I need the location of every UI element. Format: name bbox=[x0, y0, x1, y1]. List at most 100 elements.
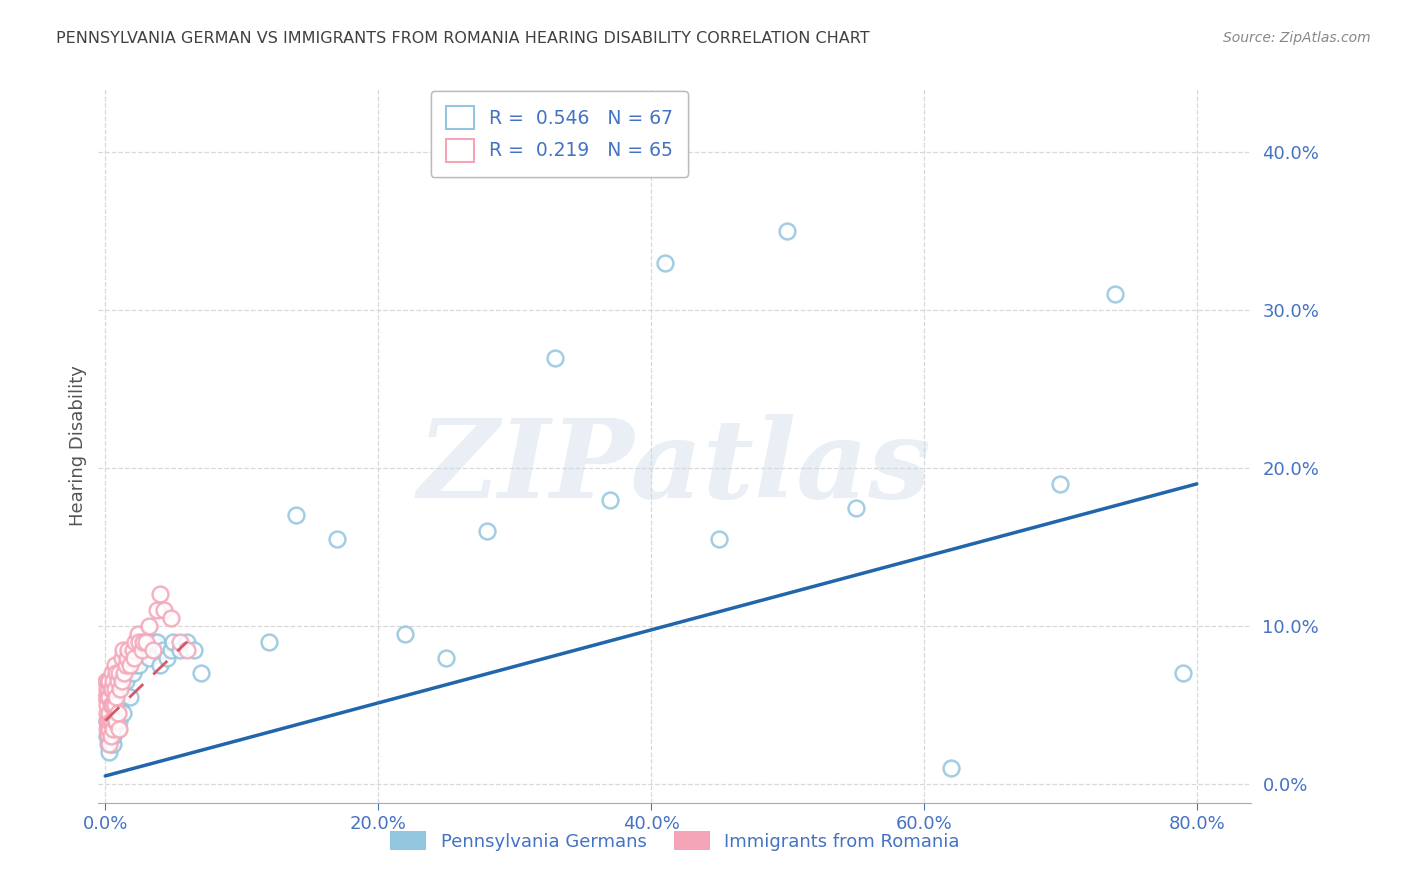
Point bbox=[97, 738, 120, 752]
Point bbox=[101, 714, 124, 728]
Legend: Pennsylvania Germans, Immigrants from Romania: Pennsylvania Germans, Immigrants from Ro… bbox=[375, 817, 974, 865]
Point bbox=[98, 738, 121, 752]
Point bbox=[114, 666, 136, 681]
Point bbox=[94, 690, 117, 704]
Point bbox=[326, 532, 349, 546]
Point bbox=[105, 698, 128, 712]
Point bbox=[100, 682, 122, 697]
Point bbox=[97, 690, 120, 704]
Point bbox=[98, 706, 121, 720]
Point bbox=[101, 722, 124, 736]
Point bbox=[162, 634, 184, 648]
Point bbox=[96, 714, 118, 728]
Point bbox=[142, 642, 165, 657]
Point bbox=[105, 666, 128, 681]
Point bbox=[149, 587, 172, 601]
Point bbox=[128, 658, 150, 673]
Point bbox=[104, 658, 127, 673]
Point bbox=[845, 500, 868, 515]
Point bbox=[112, 666, 135, 681]
Text: Source: ZipAtlas.com: Source: ZipAtlas.com bbox=[1223, 31, 1371, 45]
Point bbox=[107, 722, 129, 736]
Point bbox=[100, 730, 122, 744]
Point bbox=[285, 508, 308, 523]
Point bbox=[98, 690, 121, 704]
Point bbox=[104, 722, 127, 736]
Point bbox=[97, 682, 120, 697]
Point bbox=[142, 634, 165, 648]
Point bbox=[118, 690, 141, 704]
Point bbox=[97, 730, 120, 744]
Point bbox=[107, 706, 129, 720]
Point bbox=[941, 761, 963, 775]
Point bbox=[121, 650, 143, 665]
Point bbox=[107, 674, 129, 689]
Point bbox=[98, 745, 121, 759]
Point bbox=[127, 627, 149, 641]
Point bbox=[98, 674, 121, 689]
Point bbox=[104, 698, 127, 712]
Point bbox=[131, 634, 153, 648]
Point bbox=[434, 650, 457, 665]
Text: PENNSYLVANIA GERMAN VS IMMIGRANTS FROM ROMANIA HEARING DISABILITY CORRELATION CH: PENNSYLVANIA GERMAN VS IMMIGRANTS FROM R… bbox=[56, 31, 870, 46]
Point bbox=[599, 492, 621, 507]
Point bbox=[101, 698, 124, 712]
Point bbox=[183, 642, 205, 657]
Point bbox=[108, 722, 131, 736]
Point bbox=[121, 642, 143, 657]
Point bbox=[97, 714, 120, 728]
Point bbox=[111, 642, 134, 657]
Point bbox=[100, 714, 122, 728]
Point bbox=[138, 650, 160, 665]
Point bbox=[169, 642, 191, 657]
Point bbox=[98, 730, 121, 744]
Point bbox=[96, 722, 118, 736]
Point bbox=[103, 730, 125, 744]
Point bbox=[96, 682, 118, 697]
Point bbox=[159, 642, 181, 657]
Point bbox=[100, 730, 122, 744]
Point bbox=[100, 738, 122, 752]
Point bbox=[122, 650, 145, 665]
Point bbox=[97, 674, 120, 689]
Point bbox=[117, 658, 139, 673]
Point bbox=[105, 706, 128, 720]
Point bbox=[156, 650, 179, 665]
Point bbox=[108, 666, 131, 681]
Point bbox=[117, 642, 139, 657]
Point bbox=[169, 634, 191, 648]
Point bbox=[98, 714, 121, 728]
Point bbox=[135, 642, 157, 657]
Point bbox=[98, 722, 121, 736]
Point bbox=[110, 682, 132, 697]
Point bbox=[100, 714, 122, 728]
Point bbox=[544, 351, 567, 365]
Point bbox=[103, 674, 125, 689]
Legend: R =  0.546   N = 67, R =  0.219   N = 65: R = 0.546 N = 67, R = 0.219 N = 65 bbox=[430, 92, 688, 177]
Point bbox=[124, 658, 146, 673]
Point bbox=[110, 650, 132, 665]
Point bbox=[110, 690, 132, 704]
Point bbox=[97, 717, 120, 731]
Point bbox=[118, 658, 141, 673]
Point bbox=[115, 650, 138, 665]
Point bbox=[114, 674, 136, 689]
Point bbox=[128, 642, 150, 657]
Point bbox=[776, 224, 799, 238]
Point bbox=[477, 524, 499, 539]
Point bbox=[146, 603, 169, 617]
Point bbox=[124, 634, 146, 648]
Point bbox=[103, 738, 125, 752]
Point bbox=[96, 730, 118, 744]
Point bbox=[394, 627, 416, 641]
Point bbox=[104, 682, 127, 697]
Point bbox=[108, 714, 131, 728]
Point bbox=[149, 658, 172, 673]
Point bbox=[105, 690, 128, 704]
Point bbox=[101, 714, 124, 728]
Point bbox=[98, 722, 121, 736]
Point bbox=[101, 682, 124, 697]
Point bbox=[146, 634, 169, 648]
Text: ZIPatlas: ZIPatlas bbox=[418, 414, 932, 521]
Point bbox=[257, 634, 280, 648]
